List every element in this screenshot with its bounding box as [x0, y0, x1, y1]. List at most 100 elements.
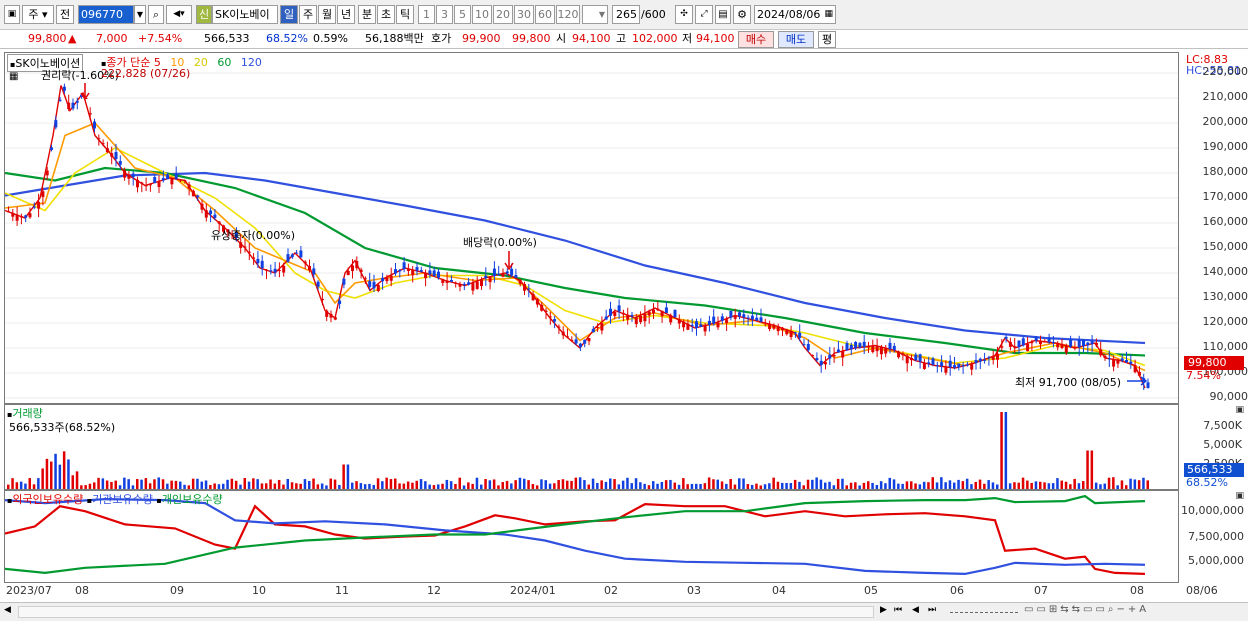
- candle-body: [290, 254, 294, 258]
- candle-body: [1103, 355, 1107, 358]
- scroll-track[interactable]: [18, 606, 874, 618]
- layout-icon[interactable]: ▣: [4, 5, 20, 24]
- candle-body: [643, 313, 647, 322]
- settings-icon[interactable]: ⚙: [733, 5, 751, 24]
- volume-bar: [497, 485, 500, 489]
- prev-button[interactable]: 전: [56, 5, 74, 24]
- candle-body: [621, 313, 625, 315]
- zoom-slider[interactable]: [950, 610, 1018, 613]
- count-30[interactable]: 30: [514, 5, 534, 24]
- period-ju-select[interactable]: 주 ▾: [22, 5, 54, 24]
- count-20[interactable]: 20: [493, 5, 513, 24]
- volume-pane[interactable]: ▪거래량 566,533주(68.52%): [4, 404, 1179, 490]
- x-axis: 2023/07 08 09 10 11 12 2024/01 02 03 04 …: [4, 584, 1248, 601]
- volume-bar: [1060, 480, 1063, 489]
- volume-bar: [664, 480, 668, 489]
- calendar-icon[interactable]: ▦: [824, 9, 833, 19]
- volume-bar: [1112, 477, 1115, 489]
- period-minute-tab[interactable]: 분: [358, 5, 376, 24]
- shin-badge[interactable]: 신: [196, 5, 212, 24]
- candle-body: [445, 280, 449, 283]
- candle-body: [548, 316, 552, 318]
- speaker-icon[interactable]: ◀▾: [166, 5, 192, 24]
- volume-bar: [127, 479, 130, 489]
- prev-page-icon[interactable]: ◀: [912, 605, 919, 615]
- count-5[interactable]: 5: [454, 5, 471, 24]
- ma-10-label: 10: [170, 56, 185, 69]
- period-second-tab[interactable]: 초: [377, 5, 395, 24]
- candle-body: [587, 338, 591, 342]
- candle-body: [707, 320, 711, 325]
- pane-close-icon[interactable]: ▣: [1235, 405, 1244, 415]
- volume-bar: [647, 485, 651, 489]
- candle-body: [1021, 338, 1025, 346]
- tool-icons[interactable]: ▭▭⊞⇆⇆▭▭⌕−+A: [1024, 604, 1150, 615]
- period-month-tab[interactable]: 월: [318, 5, 336, 24]
- code-input[interactable]: 096770: [78, 5, 134, 24]
- candle-body: [750, 315, 754, 320]
- period-day-tab[interactable]: 일: [280, 5, 298, 24]
- candle-body: [269, 270, 273, 272]
- count-120[interactable]: 120: [556, 5, 580, 24]
- count-3[interactable]: 3: [436, 5, 453, 24]
- period-tick-tab[interactable]: 틱: [396, 5, 414, 24]
- save-icon[interactable]: ▤: [715, 5, 731, 24]
- volume-bar: [849, 482, 853, 489]
- search-icon[interactable]: ⌕: [148, 5, 164, 24]
- holding-close-icon[interactable]: ▣: [1235, 491, 1244, 501]
- volume-bar: [445, 479, 449, 489]
- crosshair-icon[interactable]: ✣: [675, 5, 693, 24]
- period-year-tab[interactable]: 년: [337, 5, 355, 24]
- buy-button[interactable]: 매수: [738, 31, 774, 48]
- grid-toggle-icon[interactable]: ▦: [9, 71, 19, 82]
- candle-body: [1060, 344, 1064, 349]
- candle-body: [80, 94, 84, 97]
- price-chart-pane[interactable]: ▪SK이노베이션 ▪종가 단순 5 10 20 60 120 ▦ 권리락(-1.…: [4, 52, 1179, 404]
- date-input[interactable]: 2024/08/06 ▦: [754, 5, 836, 24]
- count-10[interactable]: 10: [472, 5, 492, 24]
- count-select[interactable]: ▼: [582, 5, 608, 24]
- stock-name-field[interactable]: SK이노베이: [212, 5, 278, 24]
- volume-bar: [174, 480, 178, 489]
- count-60[interactable]: 60: [535, 5, 555, 24]
- volume-bar: [1064, 481, 1068, 489]
- volume-bar: [729, 479, 732, 489]
- volume-bar: [836, 478, 840, 489]
- candle-body: [832, 355, 836, 357]
- period-week-tab[interactable]: 주: [299, 5, 317, 24]
- count-1[interactable]: 1: [418, 5, 435, 24]
- candle-body: [776, 326, 780, 332]
- candle-body: [652, 309, 655, 314]
- sell-button[interactable]: 매도: [778, 31, 814, 48]
- candle-body: [897, 351, 901, 358]
- hoga-ask: 99,900: [462, 32, 501, 45]
- first-page-icon[interactable]: ⏮: [894, 605, 903, 615]
- candle-body: [308, 266, 311, 271]
- change-percent: +7.54%: [138, 32, 183, 45]
- candle-body: [213, 214, 217, 218]
- candle-body: [1000, 346, 1004, 348]
- scroll-left-icon[interactable]: ◀: [4, 605, 11, 615]
- candle-body: [561, 331, 565, 336]
- candle-body: [716, 322, 720, 328]
- bottom-scrollbar[interactable]: ◀ ▶ ⏮ ◀ ⏭ ▭▭⊞⇆⇆▭▭⌕−+A: [0, 602, 1248, 621]
- next-page-icon[interactable]: ⏭: [928, 605, 937, 615]
- count-value-input[interactable]: 265: [612, 5, 640, 24]
- candle-body: [105, 148, 109, 153]
- volume-bar: [514, 480, 517, 489]
- draw-tool-icon[interactable]: ⤢: [695, 5, 713, 24]
- volume-bar: [256, 479, 259, 489]
- candle-body: [785, 329, 789, 335]
- scroll-right-icon[interactable]: ▶: [880, 605, 887, 615]
- holding-pane[interactable]: ▪외국인보유수량 ▪기관보유수량 ▪개인보유수량: [4, 490, 1179, 583]
- volume-bar: [1073, 478, 1076, 489]
- pyeong-button[interactable]: 평: [818, 31, 836, 48]
- volume-bar: [669, 479, 672, 489]
- foreign-holding-line: [5, 502, 1146, 575]
- candle-body: [467, 282, 471, 285]
- volume-bar: [213, 483, 216, 489]
- volume-bar: [815, 477, 818, 489]
- code-dropdown-icon[interactable]: ▼: [134, 5, 146, 24]
- volume-bar: [673, 482, 676, 489]
- candle-body: [458, 283, 462, 287]
